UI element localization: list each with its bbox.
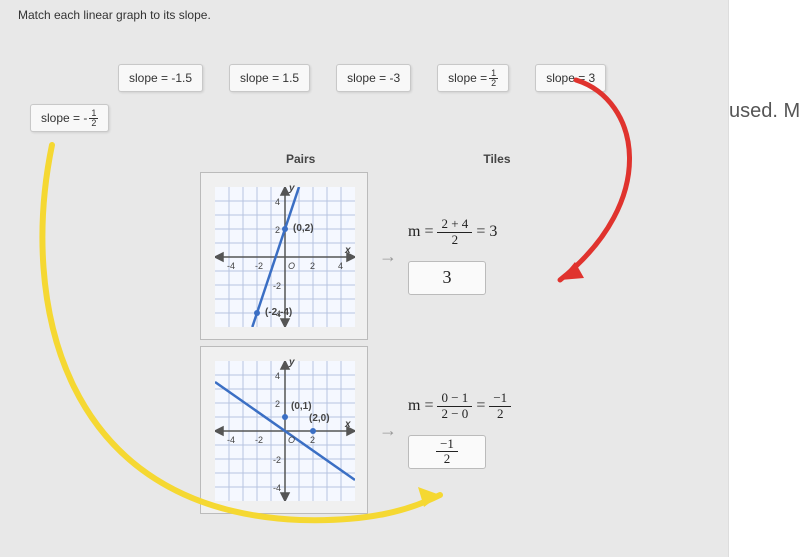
svg-text:-2: -2 bbox=[273, 455, 281, 465]
svg-text:O: O bbox=[288, 435, 295, 445]
slope-tile-3[interactable]: slope = 3 bbox=[535, 64, 606, 92]
svg-text:4: 4 bbox=[275, 371, 280, 381]
slope-tile-1-5[interactable]: slope = 1.5 bbox=[229, 64, 310, 92]
svg-text:-4: -4 bbox=[227, 435, 235, 445]
svg-text:2: 2 bbox=[275, 225, 280, 235]
pair-row-1: -4 -2 2 4 4 2 -2 -4 O (0,2) (-2,-4) x y … bbox=[200, 172, 710, 340]
point-label-0-1: (0,1) bbox=[291, 401, 312, 412]
point-label-neg2-neg4: (-2,-4) bbox=[265, 307, 292, 318]
tiles-header: Tiles bbox=[483, 152, 510, 166]
svg-text:2: 2 bbox=[310, 435, 315, 445]
graph-1-plot: -4 -2 2 4 4 2 -2 -4 O (0,2) (-2,-4) x y bbox=[215, 187, 355, 327]
answer-2: −1 2 bbox=[436, 437, 458, 467]
section-headers: Pairs Tiles bbox=[18, 152, 710, 166]
fraction-neg-half: 1 2 bbox=[89, 109, 98, 128]
svg-text:-2: -2 bbox=[255, 435, 263, 445]
svg-text:2: 2 bbox=[310, 261, 315, 271]
answer-1: 3 bbox=[443, 267, 452, 288]
slope-tile-neg-half[interactable]: slope = - 1 2 bbox=[30, 104, 109, 132]
graph-2-plot: -4 -2 2 4 2 -2 -4 O (0,1) (2,0) x y bbox=[215, 361, 355, 501]
slope-tile-neg1-5[interactable]: slope = -1.5 bbox=[118, 64, 203, 92]
pairs-header: Pairs bbox=[286, 152, 315, 166]
drop-target-1[interactable]: 3 bbox=[408, 261, 486, 295]
svg-text:4: 4 bbox=[338, 261, 343, 271]
svg-text:O: O bbox=[288, 261, 295, 271]
point-label-0-2: (0,2) bbox=[293, 223, 314, 234]
fraction-half: 1 2 bbox=[489, 69, 498, 88]
svg-text:2: 2 bbox=[275, 399, 280, 409]
graph-1[interactable]: -4 -2 2 4 4 2 -2 -4 O (0,2) (-2,-4) x y bbox=[200, 172, 368, 340]
slope-tile-neg3[interactable]: slope = -3 bbox=[336, 64, 411, 92]
point-label-2-0: (2,0) bbox=[309, 413, 330, 424]
instruction-text: Match each linear graph to its slope. bbox=[18, 8, 710, 22]
svg-text:-2: -2 bbox=[255, 261, 263, 271]
handwritten-work-1: m = 2 + 4 2 = 3 bbox=[408, 217, 497, 247]
x-axis-label-2: x bbox=[345, 419, 351, 430]
arrow-icon: → bbox=[368, 246, 408, 267]
slope-tile-half[interactable]: slope = 1 2 bbox=[437, 64, 509, 92]
worksheet-area: Match each linear graph to its slope. sl… bbox=[0, 0, 728, 557]
svg-text:4: 4 bbox=[275, 197, 280, 207]
x-axis-label-1: x bbox=[345, 245, 351, 256]
y-axis-label-1: y bbox=[289, 183, 295, 194]
svg-text:-4: -4 bbox=[273, 483, 281, 493]
pair-row-2: -4 -2 2 4 2 -2 -4 O (0,1) (2,0) x y → m … bbox=[200, 346, 710, 514]
tiles-row-2: slope = - 1 2 bbox=[30, 104, 710, 132]
graph-2[interactable]: -4 -2 2 4 2 -2 -4 O (0,1) (2,0) x y bbox=[200, 346, 368, 514]
sidebar-panel: used. M bbox=[728, 0, 800, 557]
tiles-row-1: slope = -1.5 slope = 1.5 slope = -3 slop… bbox=[118, 64, 710, 92]
svg-text:-2: -2 bbox=[273, 281, 281, 291]
drop-target-2[interactable]: −1 2 bbox=[408, 435, 486, 469]
sidebar-text: used. M bbox=[729, 100, 800, 122]
arrow-icon: → bbox=[368, 420, 408, 441]
handwritten-work-2: m = 0 − 1 2 − 0 = −1 2 bbox=[408, 391, 511, 421]
svg-text:-4: -4 bbox=[227, 261, 235, 271]
y-axis-label-2: y bbox=[289, 357, 295, 368]
